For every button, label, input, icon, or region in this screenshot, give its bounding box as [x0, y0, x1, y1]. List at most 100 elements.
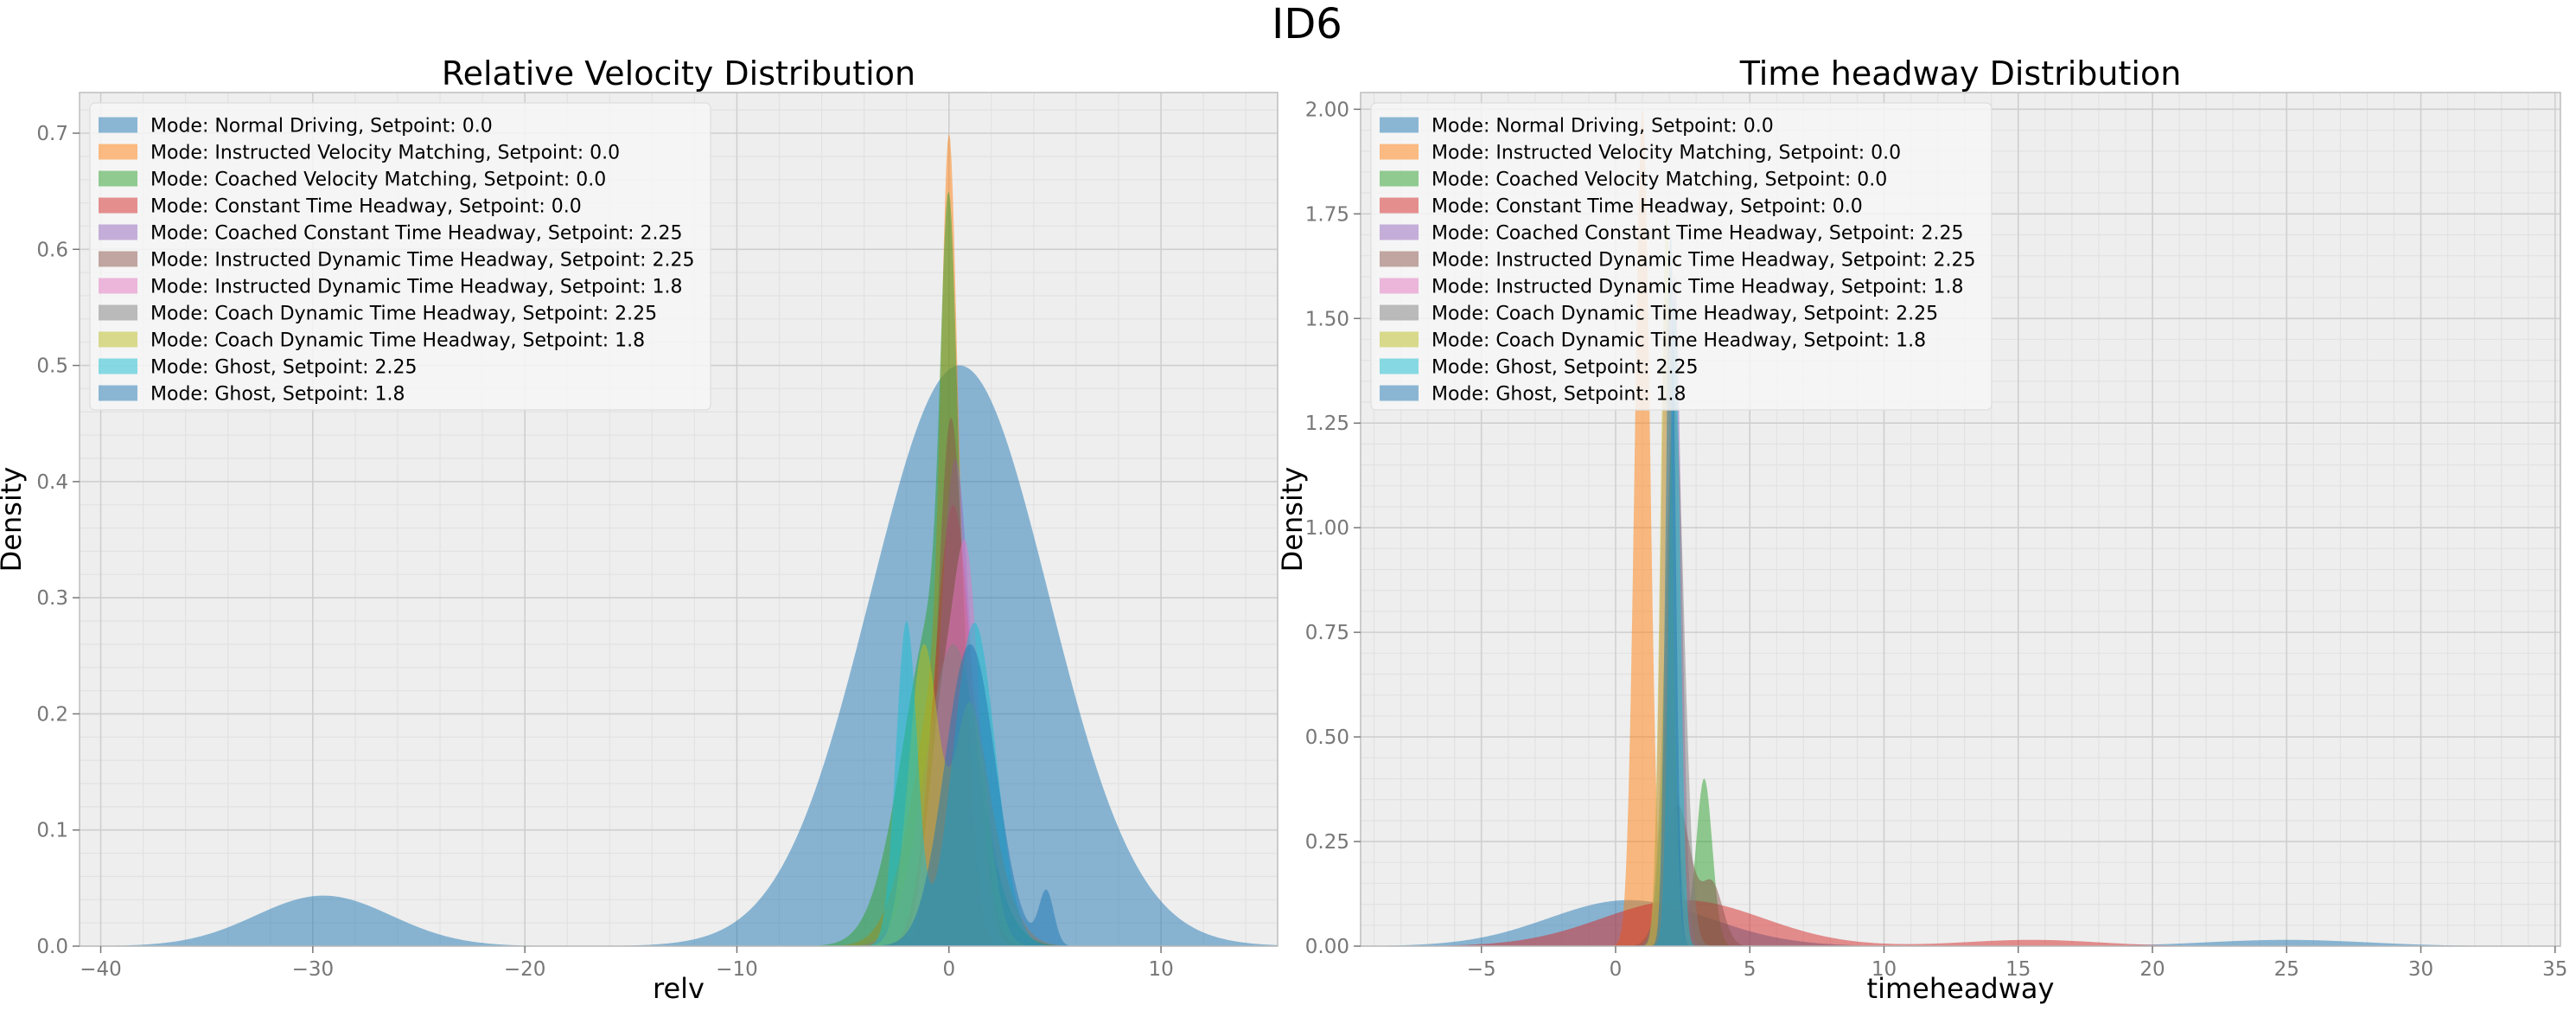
legend-label: Mode: Ghost, Setpoint: 2.25: [1431, 357, 1699, 379]
legend-label: Mode: Ghost, Setpoint: 1.8: [1431, 384, 1687, 406]
legend-swatch: [99, 144, 137, 160]
legend-label: Mode: Coach Dynamic Time Headway, Setpoi…: [150, 304, 657, 325]
legend-label: Mode: Coach Dynamic Time Headway, Setpoi…: [150, 330, 645, 352]
legend-item: Mode: Coached Constant Time Headway, Set…: [99, 223, 683, 245]
legend-swatch: [1380, 331, 1419, 348]
legend-swatch: [1380, 197, 1419, 214]
legend-item: Mode: Coached Velocity Matching, Setpoin…: [99, 170, 606, 191]
legend-item: Mode: Coach Dynamic Time Headway, Setpoi…: [99, 330, 645, 352]
y-tick-label: 0.2: [36, 703, 68, 726]
chart-panel-1: −40 −30 −20 −10 0 10 0.0 0.1 0.2 0.3 0.4 0.5 0.6 0.7 R…: [0, 54, 1278, 1005]
x-tick-label: −5: [1467, 958, 1496, 981]
legend-item: Mode: Instructed Dynamic Time Headway, S…: [1380, 277, 1964, 298]
legend-label: Mode: Instructed Dynamic Time Headway, S…: [1431, 250, 1976, 272]
legend-item: Mode: Constant Time Headway, Setpoint: 0…: [1380, 196, 1863, 218]
chart-panel-2: −5 0 5 10 15 20 25 30 35 0.00 0.25 0.50 0.75 1.00 1.25…: [1276, 54, 2567, 1005]
legend-item: Mode: Coached Constant Time Headway, Set…: [1380, 223, 1964, 245]
legend: Mode: Normal Driving, Setpoint: 0.0 Mode:…: [89, 102, 711, 411]
figure-title: ID6: [1272, 0, 1342, 48]
legend-box: [89, 102, 711, 411]
legend-label: Mode: Coach Dynamic Time Headway, Setpoi…: [1431, 304, 1938, 325]
legend-label: Mode: Coach Dynamic Time Headway, Setpoi…: [1431, 330, 1926, 352]
chart-title: Time headway Distribution: [1739, 54, 2182, 93]
y-tick-label: 0.5: [36, 355, 68, 378]
x-tick-label: 0: [1610, 958, 1623, 981]
y-tick-label: 2.00: [1305, 99, 1349, 121]
legend-swatch: [1380, 278, 1419, 294]
x-tick-label: 0: [942, 958, 955, 981]
y-tick-label: 0.1: [36, 820, 68, 842]
legend-item: Mode: Instructed Velocity Matching, Setp…: [1380, 143, 1901, 164]
chart-title: Relative Velocity Distribution: [442, 54, 915, 93]
x-axis-label: relv: [653, 972, 705, 1005]
legend-item: Mode: Coached Velocity Matching, Setpoin…: [1380, 170, 1887, 191]
y-axis-label: Density: [0, 467, 28, 573]
y-tick-label: 0.00: [1305, 936, 1349, 958]
legend-swatch: [99, 331, 137, 348]
legend-swatch: [1380, 117, 1419, 133]
axes-frame: [1360, 92, 2561, 947]
y-tick-label: 0.4: [36, 471, 68, 494]
legend-label: Mode: Ghost, Setpoint: 1.8: [150, 384, 405, 406]
legend-label: Mode: Instructed Dynamic Time Headway, S…: [150, 250, 695, 272]
x-tick-label: 20: [2139, 958, 2165, 981]
legend-swatch: [99, 251, 137, 267]
legend-label: Mode: Normal Driving, Setpoint: 0.0: [1431, 116, 1774, 138]
x-tick-label: 10: [1148, 958, 1173, 981]
legend-label: Mode: Normal Driving, Setpoint: 0.0: [150, 116, 493, 138]
legend-swatch: [1380, 170, 1419, 187]
legend-swatch: [1380, 304, 1419, 321]
legend-swatch: [1380, 224, 1419, 240]
y-tick-label: 0.6: [36, 239, 68, 261]
legend-label: Mode: Ghost, Setpoint: 2.25: [150, 357, 418, 379]
axes-frame: [79, 92, 1278, 947]
x-tick-label: 25: [2274, 958, 2299, 981]
x-tick-label: 5: [1744, 958, 1757, 981]
legend-swatch: [99, 385, 137, 401]
legend-label: Mode: Instructed Velocity Matching, Setp…: [1431, 143, 1901, 164]
legend-label: Mode: Instructed Dynamic Time Headway, S…: [1431, 277, 1964, 298]
x-axis-label: timeheadway: [1867, 972, 2055, 1005]
legend: Mode: Normal Driving, Setpoint: 0.0 Mode:…: [1370, 102, 1993, 411]
y-axis-label: Density: [1276, 467, 1309, 573]
legend-item: Mode: Coach Dynamic Time Headway, Setpoi…: [1380, 330, 1926, 352]
legend-item: Mode: Instructed Dynamic Time Headway, S…: [1380, 250, 1976, 272]
legend-swatch: [99, 224, 137, 240]
legend-item: Mode: Instructed Dynamic Time Headway, S…: [99, 277, 683, 298]
legend-swatch: [99, 197, 137, 214]
y-tick-label: 1.00: [1305, 517, 1349, 540]
legend-item: Mode: Ghost, Setpoint: 1.8: [1380, 384, 1687, 406]
legend-item: Mode: Instructed Dynamic Time Headway, S…: [99, 250, 695, 272]
y-tick-label: 1.25: [1305, 413, 1349, 435]
legend-swatch: [99, 278, 137, 294]
legend-swatch: [99, 358, 137, 374]
y-tick-label: 0.7: [36, 123, 68, 145]
x-tick-label: 35: [2542, 958, 2567, 981]
x-tick-label: 10: [1871, 958, 1897, 981]
legend-label: Mode: Instructed Dynamic Time Headway, S…: [150, 277, 683, 298]
x-tick-label: 30: [2408, 958, 2433, 981]
density-area-series-11: [80, 643, 1278, 946]
legend-label: Mode: Instructed Velocity Matching, Setp…: [150, 143, 620, 164]
legend-label: Mode: Coached Constant Time Headway, Set…: [150, 223, 683, 245]
x-tick-label: −30: [292, 958, 335, 981]
legend-swatch: [1380, 144, 1419, 160]
x-tick-label: −40: [80, 958, 122, 981]
legend-box: [1370, 102, 1993, 411]
legend-label: Mode: Coached Velocity Matching, Setpoin…: [150, 170, 606, 191]
legend-item: Mode: Constant Time Headway, Setpoint: 0…: [99, 196, 582, 218]
legend-label: Mode: Constant Time Headway, Setpoint: 0…: [1431, 196, 1863, 218]
legend-swatch: [1380, 358, 1419, 374]
legend-item: Mode: Ghost, Setpoint: 2.25: [99, 357, 418, 379]
y-tick-label: 1.50: [1305, 308, 1349, 330]
density-area-series-9: [1361, 214, 2560, 946]
y-tick-label: 0.0: [36, 936, 68, 958]
legend-label: Mode: Constant Time Headway, Setpoint: 0…: [150, 196, 582, 218]
legend-item: Mode: Instructed Velocity Matching, Setp…: [99, 143, 620, 164]
legend-item: Mode: Normal Driving, Setpoint: 0.0: [99, 116, 493, 138]
legend-item: Mode: Coach Dynamic Time Headway, Setpoi…: [99, 304, 657, 325]
y-tick-label: 1.75: [1305, 203, 1349, 226]
legend-swatch: [99, 117, 137, 133]
legend-label: Mode: Coached Constant Time Headway, Set…: [1431, 223, 1964, 245]
